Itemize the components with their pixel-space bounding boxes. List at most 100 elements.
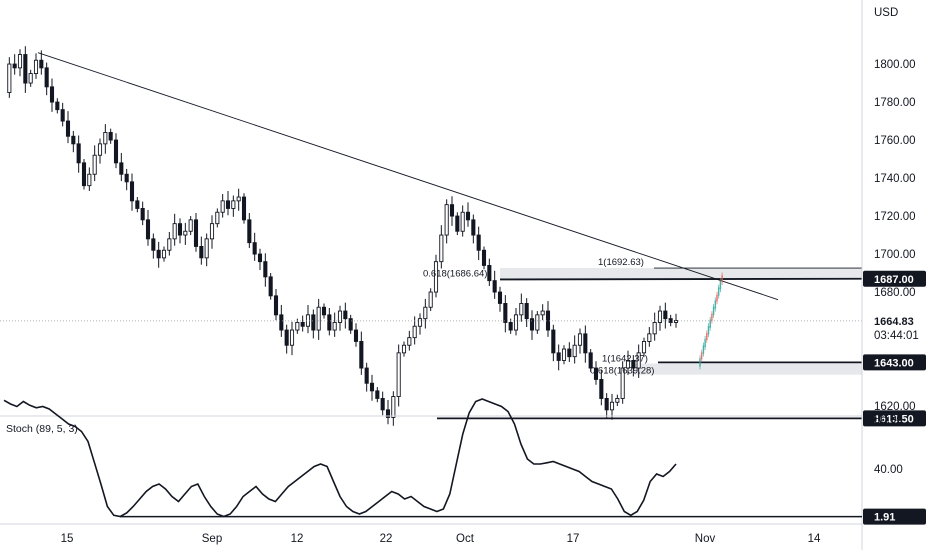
candle (657, 305, 663, 331)
stoch-level-tag[interactable]: 1.91 (863, 508, 926, 525)
candle-body-up (391, 396, 396, 418)
time-axis[interactable]: 15 Sep 12 22 Oct 17 Nov 14 (61, 533, 821, 545)
candle (380, 391, 385, 416)
candle-body-down (369, 382, 375, 392)
candle (87, 167, 92, 191)
candle-body-up (519, 303, 524, 316)
candle (268, 273, 273, 300)
candle (455, 212, 460, 236)
candle (60, 102, 65, 127)
candle (225, 190, 231, 216)
price-tag-1643[interactable]: 1643.00 (863, 354, 926, 371)
candle-body-up (417, 318, 423, 327)
candle-body-down (364, 367, 369, 384)
candle-body-up (615, 398, 620, 403)
time-tick-label: Oct (456, 533, 475, 545)
candle-body-up (625, 360, 631, 369)
candle (359, 331, 364, 375)
candle-body-down (151, 238, 156, 251)
candle-body-up (295, 322, 300, 331)
projected-candle-body (699, 358, 701, 367)
projected-candle-body (709, 319, 711, 328)
candle (663, 302, 668, 329)
candle (252, 232, 257, 261)
candle-body-down (663, 310, 668, 320)
price-tag-1613[interactable]: 1613.50 (863, 410, 926, 427)
candle (540, 304, 545, 321)
candle (604, 393, 609, 419)
candle (108, 128, 113, 144)
candlestick-series (7, 46, 679, 426)
candle (71, 130, 76, 153)
candle (449, 196, 455, 226)
candle-body-down (12, 63, 17, 69)
candle-body-up (673, 320, 679, 323)
candle-body-up (17, 54, 23, 69)
candle (92, 145, 97, 182)
candle (588, 349, 593, 372)
price-tag-1643-label: 1643.00 (874, 357, 914, 369)
stoch-line (3, 398, 677, 518)
candle (247, 213, 252, 248)
candle-body-up (636, 352, 641, 369)
price-tag-1613-bg (863, 410, 926, 427)
candle-body-up (289, 329, 295, 346)
price-tag-1687[interactable]: 1687.00 (863, 270, 926, 287)
candle (124, 168, 129, 191)
candle-body-up (337, 310, 343, 323)
candle-body-down (551, 329, 556, 354)
stoch-level-tag-label: 1.91 (874, 512, 895, 524)
candle (615, 394, 620, 407)
fib-zones (500, 268, 862, 375)
time-tick-label: 15 (61, 533, 74, 545)
stoch-tick-80: 80.00 (874, 414, 903, 426)
candle-body-down (119, 162, 124, 175)
candle (673, 313, 679, 328)
candle (172, 213, 177, 246)
candle-body-down (599, 379, 604, 399)
candle (65, 111, 71, 144)
candle (433, 254, 439, 298)
candle-body-up (188, 219, 193, 232)
candle (177, 218, 183, 244)
price-axis[interactable]: 1800.00 1780.00 1760.00 1740.00 1720.00 1700.… (874, 59, 916, 413)
candle (636, 344, 641, 378)
candle-body-down (375, 390, 380, 399)
time-tick-label: 14 (808, 533, 821, 545)
candle-body-down (23, 54, 28, 84)
candle (620, 361, 625, 404)
candle (23, 46, 28, 93)
candle (631, 355, 636, 377)
candle (161, 246, 167, 262)
candle-body-down (359, 341, 364, 369)
candle-body-down (449, 204, 455, 217)
candle (407, 330, 412, 351)
candle (471, 214, 476, 244)
candle-body-down (113, 139, 119, 164)
candle-body-up (161, 249, 167, 259)
candle-body-up (401, 344, 407, 354)
drawing-overlays[interactable] (0, 52, 863, 420)
candle-body-down (327, 314, 332, 331)
candle (199, 236, 204, 265)
candle (76, 135, 81, 173)
candle (300, 315, 305, 332)
candle-body-down (199, 245, 204, 259)
candle (401, 341, 407, 357)
candle-body-up (407, 337, 412, 346)
candle (428, 288, 433, 312)
stoch-indicator-label[interactable]: Stoch (89, 5, 3) (6, 423, 78, 435)
price-tick-label: 1680.00 (874, 287, 916, 299)
candle (231, 195, 236, 217)
candle-body-down (268, 276, 273, 297)
last-price-tag[interactable]: 1664.83 03:44:01 (862, 312, 927, 344)
candle (599, 369, 604, 406)
candle-body-up (577, 333, 583, 346)
candle (140, 201, 145, 226)
candle-body-down (508, 322, 513, 331)
candle (241, 193, 247, 224)
candle-body-down (81, 162, 87, 187)
candle-body-up (28, 73, 33, 84)
candle-body-down (145, 219, 151, 240)
